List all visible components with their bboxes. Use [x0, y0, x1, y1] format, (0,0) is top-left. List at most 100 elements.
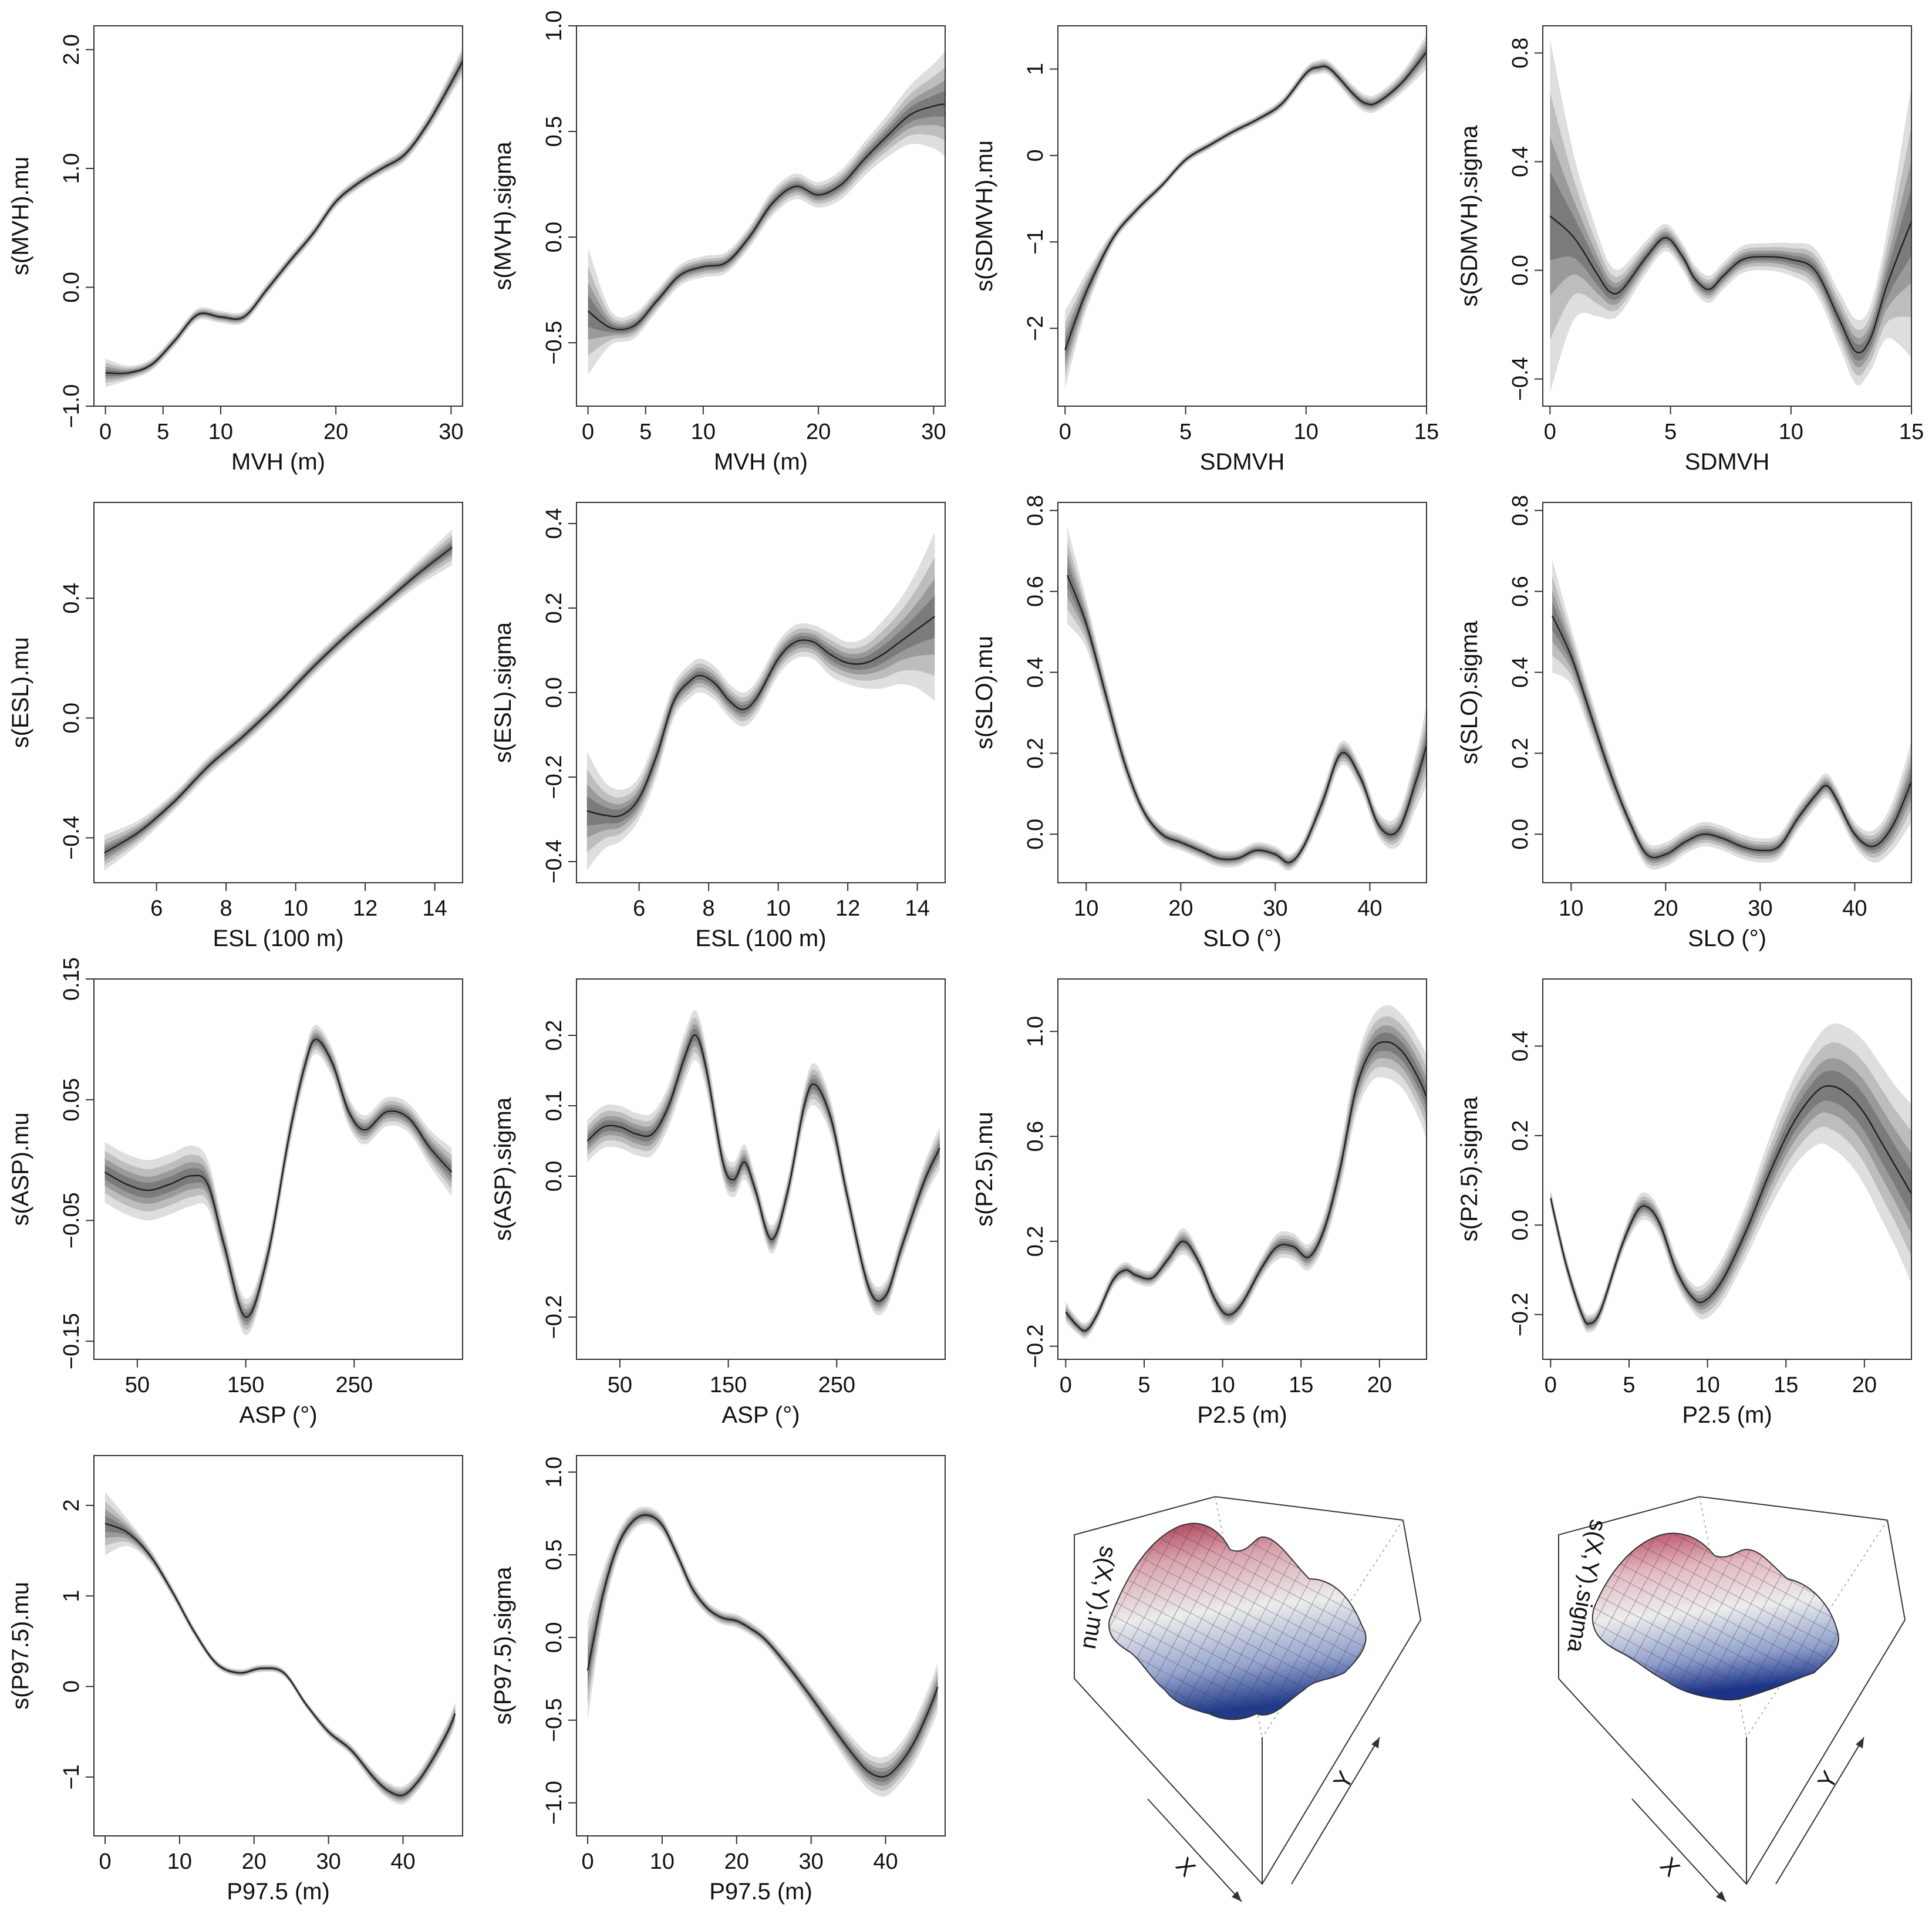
x-tick-label: 0 [1544, 420, 1556, 444]
confidence-band-0 [1550, 39, 1911, 393]
y-tick-label: −1.0 [59, 384, 84, 428]
surface-y-arrow [1291, 1737, 1380, 1885]
x-axis-label: SDMVH [1200, 449, 1284, 475]
panel-esl-mu: 6 8 10 12 14 −0.4 0.0 0.4 ESL (100 m) s(ESL).mu [8, 502, 463, 951]
confidence-band-1 [1550, 92, 1911, 376]
smooth-curve [1550, 1085, 1913, 1325]
confidence-band-0 [588, 51, 945, 374]
y-tick-label: 0.4 [1508, 1031, 1533, 1062]
x-tick-label: 6 [633, 896, 645, 921]
y-tick-label: 0.05 [59, 1078, 84, 1122]
y-tick-label: 0.6 [1023, 1121, 1048, 1152]
surface-mesh-sigma-grid [1592, 1533, 1839, 1700]
y-tick-label: 1 [1023, 63, 1048, 75]
confidence-band-0 [104, 1025, 452, 1335]
smooth-curve [104, 1038, 453, 1318]
x-tick-label: 10 [766, 896, 790, 921]
confidence-band-2 [588, 1511, 938, 1786]
y-axis-label: s(P97.5).sigma [490, 1566, 516, 1725]
plot-frame [1542, 25, 1912, 407]
y-tick-label: 0.6 [1023, 576, 1048, 607]
y-tick-label: −0.4 [59, 816, 84, 860]
confidence-band-1 [104, 535, 453, 866]
y-tick-label: −0.2 [1023, 1324, 1048, 1368]
smooth-curve [104, 546, 453, 854]
confidence-band-1 [587, 1017, 940, 1311]
surface-y-arrowhead [1856, 1737, 1864, 1748]
surface-xlabel-sigma: X [1655, 1852, 1684, 1882]
y-tick-label: 1 [59, 1590, 84, 1602]
y-tick-label: −0.4 [542, 839, 567, 883]
confidence-band-2 [1065, 43, 1427, 368]
y-tick-label: 0.5 [542, 116, 567, 147]
y-axis-label: s(SDMVH).mu [972, 140, 997, 292]
panel-p975-mu: 0 10 20 30 40 −1 0 1 2 P97.5 (m) s(P97.5).mu [8, 1455, 463, 1905]
y-tick-label: 1.0 [59, 153, 84, 184]
confidence-band-1 [1550, 1042, 1911, 1331]
y-tick-label: 0.0 [59, 703, 84, 734]
confidence-band-3 [588, 1513, 938, 1782]
y-tick-label: −0.2 [1508, 1292, 1533, 1336]
x-axis-label: P2.5 (m) [1197, 1402, 1287, 1428]
smooth-curve [105, 61, 464, 374]
panel-slo-sigma: 10 20 30 40 0.0 0.2 0.4 0.6 0.8 SLO (°) s(SLO).sig… [1456, 495, 1913, 951]
x-axis-label: SLO (°) [1688, 926, 1766, 951]
y-tick-label: 0.4 [542, 508, 567, 539]
confidence-band-3 [105, 1515, 456, 1798]
y-tick-label: 0.4 [1508, 657, 1533, 688]
x-axis-label: MVH (m) [231, 449, 325, 475]
y-tick-label: 1.0 [1023, 1016, 1048, 1047]
y-tick-label: 0.0 [542, 1161, 567, 1192]
x-axis-label: P2.5 (m) [1682, 1402, 1772, 1428]
y-tick-label: 0.5 [542, 1539, 567, 1571]
smooth-curve [586, 616, 935, 818]
x-tick-label: 0 [99, 1849, 111, 1874]
y-tick-label: 0.4 [1023, 657, 1048, 688]
y-axis-label: s(SLO).mu [972, 636, 997, 749]
plot-frame [1542, 978, 1912, 1360]
confidence-band-2 [1550, 1058, 1911, 1328]
y-tick-label: −0.5 [542, 320, 567, 364]
confidence-band-0 [588, 1506, 938, 1797]
y-axis-label: s(ESL).mu [8, 637, 33, 748]
confidence-band-3 [1552, 601, 1911, 861]
y-tick-label: −0.5 [542, 1698, 567, 1742]
confidence-band-1 [105, 1501, 456, 1802]
confidence-band-2 [105, 55, 463, 380]
x-axis-label: P97.5 (m) [227, 1879, 330, 1905]
plot-frame [1057, 502, 1427, 883]
y-tick-label: 0.0 [1508, 255, 1533, 286]
x-tick-label: 250 [818, 1373, 855, 1397]
x-tick-label: 20 [1653, 896, 1678, 921]
confidence-band-1 [1065, 39, 1427, 377]
smooth-curve [104, 1522, 456, 1797]
x-tick-label: 10 [691, 420, 716, 444]
confidence-band-0 [105, 47, 463, 387]
x-tick-label: 12 [353, 896, 377, 921]
x-tick-label: 40 [390, 1849, 415, 1874]
x-tick-label: 8 [220, 896, 232, 921]
panel-p25-sigma: 0 5 10 15 20 −0.2 0.0 0.2 0.4 P2.5 (m) s(P2.5).sig… [1456, 978, 1913, 1428]
y-tick-label: 2.0 [59, 34, 84, 65]
smooth-curve [587, 103, 946, 330]
y-tick-label: −1 [1023, 229, 1048, 255]
x-axis-label: ASP (°) [721, 1402, 800, 1428]
x-tick-label: 0 [1059, 420, 1071, 444]
plot-frame [1057, 978, 1427, 1360]
x-tick-label: 10 [1779, 420, 1803, 444]
surface-y-arrow [1775, 1737, 1864, 1885]
confidence-band-1 [588, 1509, 938, 1791]
smooth-curve [586, 1034, 940, 1302]
y-tick-label: 0.8 [1023, 495, 1048, 526]
x-tick-label: 5 [157, 420, 169, 444]
plot-frame [93, 978, 463, 1360]
confidence-band-2 [105, 1509, 456, 1800]
y-axis-label: s(P97.5).mu [8, 1582, 33, 1710]
surface-ylabel-sigma: Y [1813, 1767, 1843, 1794]
x-tick-label: 20 [1852, 1373, 1877, 1397]
y-tick-label: −0.2 [542, 1295, 567, 1339]
x-tick-label: 20 [242, 1849, 267, 1874]
y-tick-label: 0.0 [1508, 819, 1533, 850]
y-tick-label: 0.0 [1508, 1210, 1533, 1241]
x-axis-label: SLO (°) [1203, 926, 1282, 951]
